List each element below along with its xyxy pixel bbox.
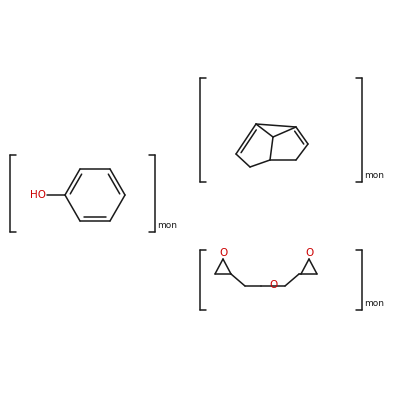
Text: mon: mon: [157, 221, 177, 230]
Text: O: O: [306, 248, 314, 258]
Text: O: O: [269, 280, 277, 290]
Text: mon: mon: [364, 299, 384, 308]
Text: mon: mon: [364, 171, 384, 180]
Text: HO: HO: [30, 190, 46, 200]
Text: O: O: [220, 248, 228, 258]
